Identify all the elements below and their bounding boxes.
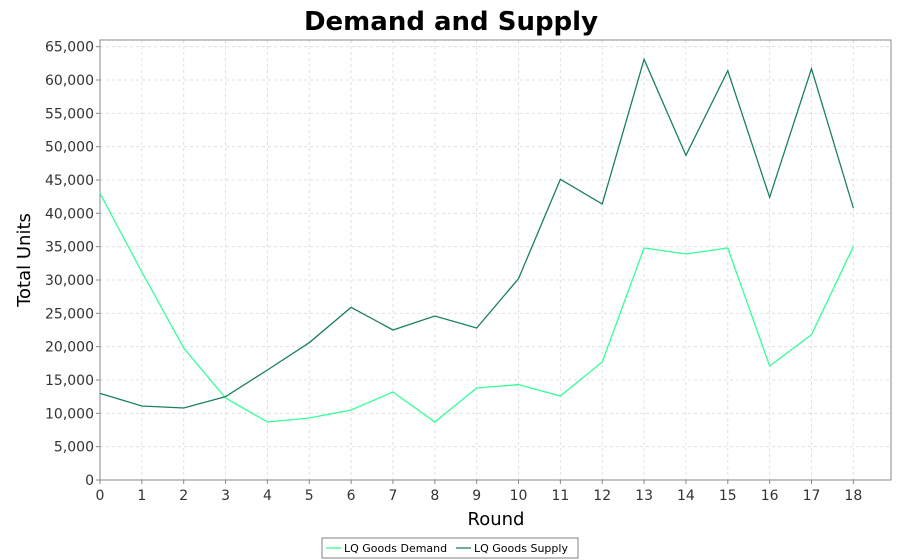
y-tick-label: 35,000: [45, 240, 94, 256]
y-tick-label: 20,000: [45, 340, 94, 356]
x-tick-label: 13: [635, 488, 653, 504]
x-axis: 0 1 2 3 4 5 6 7 8 9 10 11 12 13 14 15 16 17 18: [96, 480, 862, 504]
grid: [100, 40, 891, 480]
x-tick-label: 5: [305, 488, 314, 504]
x-tick-label: 11: [551, 488, 569, 504]
x-axis-title: Round: [468, 509, 525, 530]
y-tick-label: 30,000: [45, 273, 94, 289]
x-tick-label: 18: [844, 488, 862, 504]
y-tick-label: 55,000: [45, 106, 94, 122]
x-tick-label: 10: [510, 488, 528, 504]
legend-box: [321, 537, 579, 559]
y-tick-label: 60,000: [45, 73, 94, 89]
x-tick-label: 17: [803, 488, 821, 504]
y-tick-label: 15,000: [45, 373, 94, 389]
x-tick-label: 9: [472, 488, 481, 504]
x-tick-label: 14: [677, 488, 695, 504]
y-tick-label: 65,000: [45, 40, 94, 56]
legend-label: LQ Goods Supply: [474, 542, 568, 555]
y-tick-label: 25,000: [45, 306, 94, 322]
chart-title: Demand and Supply: [304, 7, 598, 37]
x-tick-label: 12: [593, 488, 611, 504]
x-tick-label: 0: [96, 488, 105, 504]
x-tick-label: 6: [347, 488, 356, 504]
y-tick-label: 5,000: [54, 440, 94, 456]
y-axis-title: Total Units: [14, 213, 35, 308]
legend-label: LQ Goods Demand: [344, 542, 447, 555]
legend: LQ Goods Demand LQ Goods Supply: [321, 537, 579, 559]
plot-area: [99, 39, 892, 481]
x-tick-label: 2: [179, 488, 188, 504]
x-tick-label: 15: [719, 488, 737, 504]
x-tick-label: 16: [761, 488, 779, 504]
x-tick-label: 8: [430, 488, 439, 504]
y-tick-label: 40,000: [45, 206, 94, 222]
y-tick-label: 50,000: [45, 140, 94, 156]
x-tick-label: 1: [137, 488, 146, 504]
x-tick-label: 4: [263, 488, 272, 504]
series-layer: [99, 57, 854, 423]
x-tick-label: 7: [389, 488, 398, 504]
y-tick-label: 10,000: [45, 406, 94, 422]
x-tick-label: 3: [221, 488, 230, 504]
y-tick-label: 0: [85, 473, 94, 489]
y-tick-label: 45,000: [45, 173, 94, 189]
y-axis: 0 5,000 10,000 15,000 20,000 25,000 30,000 35,0…: [45, 40, 100, 489]
